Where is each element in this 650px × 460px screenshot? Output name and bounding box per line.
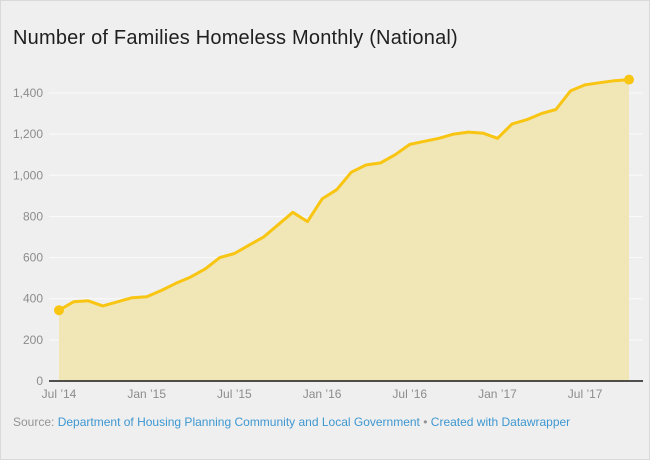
source-prefix-label: Source:	[13, 415, 58, 429]
x-tick-label: Jan ’17	[478, 387, 517, 401]
y-tick-label: 200	[23, 333, 43, 347]
x-tick-label: Jul ’17	[568, 387, 603, 401]
x-tick-label: Jan ’15	[127, 387, 166, 401]
y-tick-label: 800	[23, 209, 43, 223]
y-tick-label: 1,000	[13, 168, 43, 182]
y-tick-label: 1,400	[13, 86, 43, 100]
y-tick-label: 600	[23, 251, 43, 265]
y-tick-label: 400	[23, 292, 43, 306]
y-tick-label: 0	[36, 374, 43, 388]
source-separator: •	[419, 415, 431, 429]
source-line: Source: Department of Housing Planning C…	[13, 415, 570, 429]
source-link[interactable]: Department of Housing Planning Community…	[57, 415, 420, 429]
datawrapper-credit-link[interactable]: Created with Datawrapper	[430, 415, 571, 429]
area-fill	[59, 79, 629, 381]
x-tick-label: Jul ’15	[217, 387, 252, 401]
endpoint-marker	[624, 74, 634, 85]
x-tick-label: Jan ’16	[303, 387, 342, 401]
trend-line	[57, 78, 631, 312]
x-tick-label: Jul ’16	[392, 387, 427, 401]
y-tick-label: 1,200	[13, 127, 43, 141]
x-tick-label: Jul ’14	[42, 387, 77, 401]
chart-title: Number of Families Homeless Monthly (Nat…	[13, 27, 458, 49]
endpoint-marker	[54, 305, 64, 316]
